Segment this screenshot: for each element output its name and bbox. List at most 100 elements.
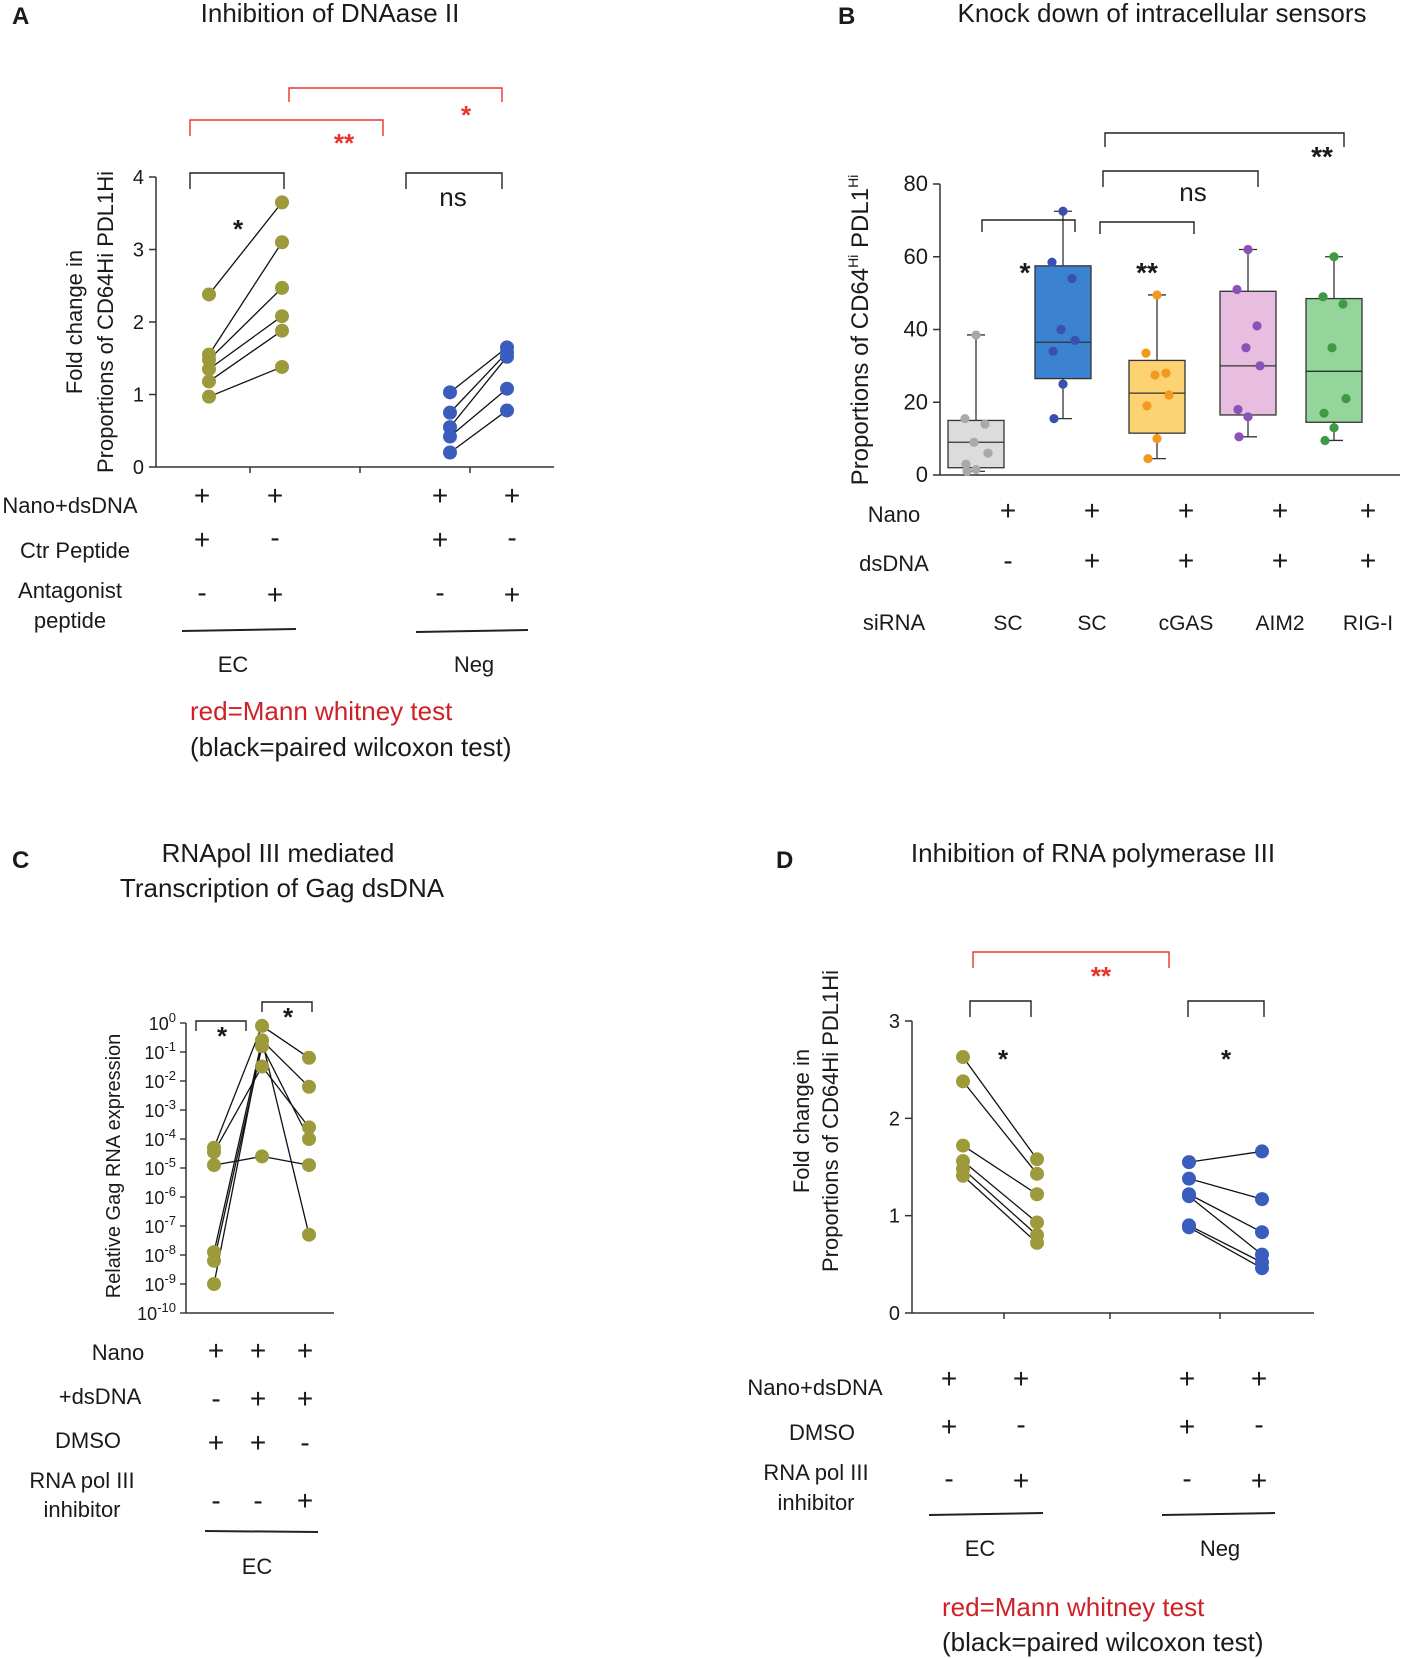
data-point [980, 419, 990, 429]
data-point [275, 309, 289, 324]
panel-letter-A: A [12, 3, 29, 30]
group-label: EC [965, 1536, 996, 1561]
y-axis-label: Fold change in [62, 250, 87, 394]
pair-line [1188, 1226, 1263, 1269]
condition-value: + [250, 1335, 266, 1366]
pair-line [449, 352, 508, 414]
data-point [202, 287, 216, 302]
sig-bracket [1187, 1000, 1265, 1017]
condition-value: + [1013, 1465, 1029, 1496]
condition-value: - [270, 522, 279, 553]
data-point [1320, 435, 1330, 446]
condition-label: inhibitor [777, 1490, 854, 1515]
y-tick-label: 10-3 [144, 1097, 176, 1121]
sig-bracket [969, 1000, 1032, 1017]
data-point [1182, 1189, 1196, 1204]
data-point [1182, 1171, 1196, 1186]
data-point [956, 1168, 970, 1183]
sig-label: * [217, 1021, 228, 1051]
data-point [275, 280, 289, 295]
pair-line [208, 241, 283, 355]
y-tick-exp: -1 [164, 1039, 176, 1054]
data-point [960, 414, 970, 424]
group-label: EC [218, 652, 249, 677]
pair-line [962, 1056, 1038, 1160]
y-axis-label: Relative Gag RNA expression [103, 1034, 125, 1299]
y-tick-label: 0 [916, 462, 928, 487]
condition-value: + [267, 579, 283, 610]
data-point [1255, 1225, 1269, 1240]
condition-label: Antagonist [18, 578, 122, 603]
pair-line [962, 1168, 1038, 1236]
data-point [443, 429, 457, 444]
y-tick-exp: 0 [169, 1010, 176, 1025]
y-tick-label: 1 [133, 385, 144, 407]
sig-bracket [405, 172, 503, 189]
series-line [261, 1025, 310, 1059]
data-point [1329, 423, 1339, 433]
condition-value: + [1000, 495, 1016, 526]
series-line [261, 1155, 310, 1166]
data-point [1152, 434, 1162, 444]
condition-label: Nano [92, 1340, 145, 1365]
y-tick-label: 3 [133, 240, 144, 262]
y-tick-label: 2 [889, 1108, 900, 1130]
sig-bracket [261, 1001, 313, 1012]
condition-value: + [267, 480, 283, 511]
data-point [1030, 1152, 1044, 1167]
condition-value: + [1360, 495, 1376, 526]
y-tick-exp: -7 [164, 1213, 176, 1228]
data-point [1070, 335, 1080, 346]
data-point [969, 437, 979, 447]
y-tick-label: 2 [133, 312, 144, 334]
box-3 [1219, 290, 1277, 416]
pair-line [208, 201, 283, 295]
condition-value: + [194, 524, 210, 555]
sig-bracket [972, 951, 1170, 968]
data-point [302, 1120, 316, 1135]
data-point [1255, 1192, 1269, 1207]
data-point [1341, 394, 1351, 404]
condition-value: + [504, 480, 520, 511]
condition-value: + [941, 1363, 957, 1394]
data-point [1243, 412, 1253, 422]
data-point [956, 1050, 970, 1065]
y-tick-base: 10 [144, 1188, 164, 1208]
y-tick-base: 10 [144, 1159, 164, 1179]
data-point [1255, 1261, 1269, 1276]
data-point [1255, 1144, 1269, 1159]
condition-value: + [250, 1427, 266, 1458]
data-point [1142, 401, 1152, 411]
condition-label: peptide [34, 608, 106, 633]
y-tick-label: 100 [149, 1010, 176, 1034]
data-point [302, 1227, 316, 1242]
y-tick-exp: -6 [164, 1184, 176, 1199]
pair-line [449, 346, 508, 393]
condition-value: + [297, 1335, 313, 1366]
legend-note: red=Mann whitney test [190, 696, 453, 726]
data-point [255, 1018, 269, 1033]
data-point [1049, 414, 1059, 424]
condition-value: - [1182, 1463, 1191, 1494]
data-point [255, 1059, 269, 1074]
data-point [1164, 390, 1174, 400]
y-tick-exp: -9 [164, 1271, 176, 1286]
condition-value: + [1272, 495, 1288, 526]
data-point [207, 1145, 221, 1160]
condition-value: - [507, 522, 516, 553]
y-tick-label: 80 [904, 171, 928, 196]
data-point [1327, 343, 1337, 353]
data-point [1030, 1215, 1044, 1230]
data-point [1232, 284, 1242, 295]
condition-value: - [300, 1427, 309, 1458]
condition-label: Nano [868, 502, 921, 527]
y-axis-label: Proportions of CD64Hi PDL1Hi [845, 175, 874, 486]
y-tick-base: 10 [144, 1217, 164, 1237]
condition-label: inhibitor [43, 1497, 120, 1522]
y-axis-label: Fold change in [789, 1049, 814, 1193]
group-underline [415, 629, 529, 633]
y-tick-label: 10-2 [144, 1068, 176, 1092]
pair-line [1188, 1195, 1263, 1256]
y-tick-label: 10-8 [144, 1242, 176, 1266]
group-underline [1161, 1512, 1276, 1516]
